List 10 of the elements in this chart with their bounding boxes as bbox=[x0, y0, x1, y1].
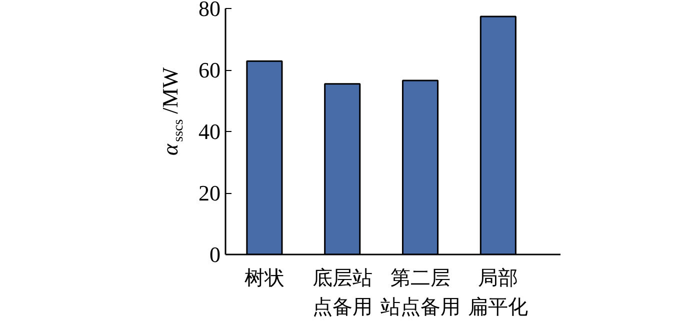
y-tick-label: 80 bbox=[198, 0, 220, 21]
x-tick-label: 底层站点备用 bbox=[312, 266, 372, 318]
x-tick-label: 第二层站点备用 bbox=[380, 266, 460, 318]
x-tick-label: 局部扁平化 bbox=[468, 266, 528, 318]
y-tick-label: 60 bbox=[198, 58, 220, 82]
y-tick-label: 20 bbox=[198, 180, 220, 206]
y-axis-title: αsscs/MW bbox=[158, 67, 186, 156]
x-tick-label: 树状 bbox=[244, 266, 284, 290]
y-tick-label: 0 bbox=[210, 242, 220, 267]
y-tick-label: 40 bbox=[198, 119, 220, 144]
